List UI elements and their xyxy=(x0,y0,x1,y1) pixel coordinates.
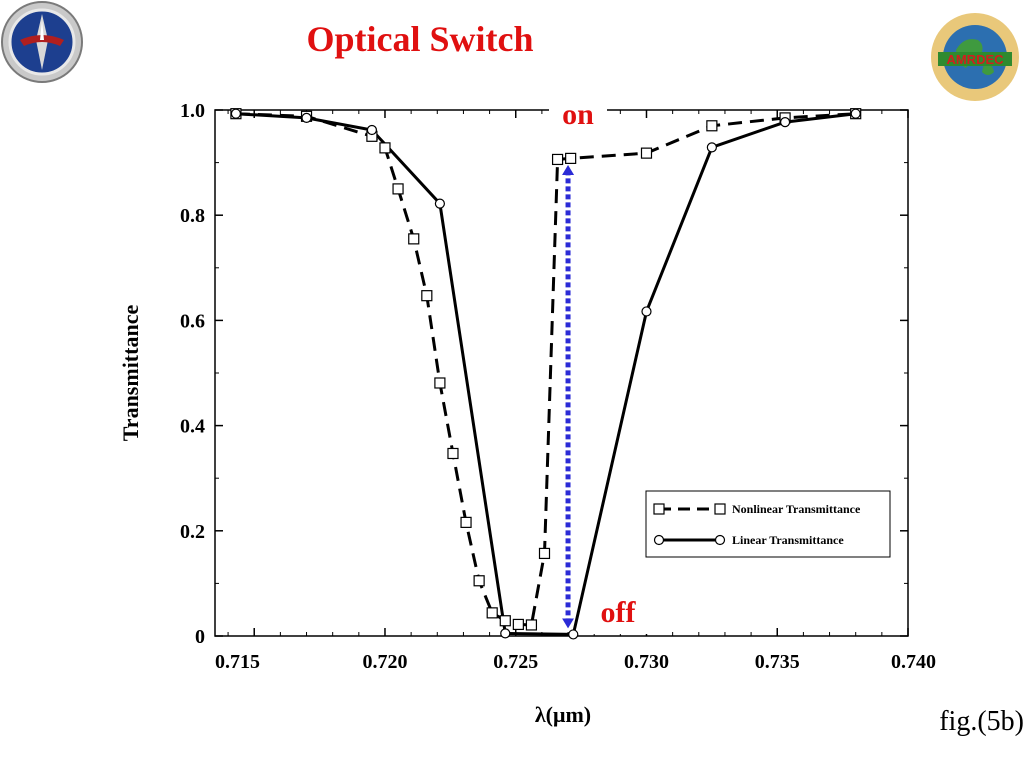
linear-data-point xyxy=(850,108,861,119)
x-axis-label: λ(μm) xyxy=(535,702,591,727)
linear-data-point xyxy=(230,108,242,119)
svg-text:AMRDEC: AMRDEC xyxy=(946,52,1004,67)
x-tick-label: 0.730 xyxy=(624,651,669,673)
linear-data-point xyxy=(706,142,717,153)
nonlinear-data-point xyxy=(499,615,511,627)
linear-data-point xyxy=(366,124,378,136)
nonlinear-data-point xyxy=(706,120,718,132)
linear-data-point xyxy=(301,112,312,123)
nonlinear-data-point xyxy=(538,547,551,560)
x-tick-label: 0.740 xyxy=(891,651,936,673)
linear-data-point xyxy=(779,116,791,128)
army-shield-logo-icon xyxy=(1,1,83,83)
on-label-bg xyxy=(549,93,607,129)
linear-data-point xyxy=(568,629,579,640)
y-tick-label: 0.6 xyxy=(180,310,205,332)
nonlinear-data-point xyxy=(525,619,538,631)
legend-marker xyxy=(714,503,726,515)
nonlinear-data-point xyxy=(421,290,433,302)
nonlinear-data-point xyxy=(512,618,524,631)
y-axis-label: Transmittance xyxy=(118,305,143,442)
nonlinear-data-point xyxy=(473,575,485,587)
x-tick-label: 0.735 xyxy=(755,651,800,673)
legend-marker xyxy=(714,534,726,546)
legend-marker xyxy=(653,503,665,515)
on-label: on xyxy=(562,98,594,131)
legend: Nonlinear Transmittance Linear Transmitta… xyxy=(645,490,891,558)
nonlinear-data-point xyxy=(565,152,577,164)
y-tick-label: 1.0 xyxy=(180,100,205,122)
x-tick-label: 0.725 xyxy=(493,651,538,673)
linear-data-point xyxy=(434,198,445,209)
legend-label: Linear Transmittance xyxy=(732,533,844,547)
x-tick-label: 0.715 xyxy=(215,651,260,673)
figure-label: fig.(5b) xyxy=(939,706,1024,737)
nonlinear-data-point xyxy=(640,147,653,159)
y-tick-label: 0.8 xyxy=(180,205,205,227)
y-tick-label: 0 xyxy=(195,626,205,648)
nonlinear-data-point xyxy=(447,447,459,460)
linear-data-point xyxy=(641,306,652,317)
nonlinear-data-point xyxy=(392,183,404,195)
nonlinear-data-point xyxy=(551,153,564,166)
legend-label: Nonlinear Transmittance xyxy=(732,502,861,516)
nonlinear-data-point xyxy=(486,607,498,619)
amrdec-globe-logo-icon: AMRDEC xyxy=(931,13,1019,101)
y-tick-label: 0.2 xyxy=(180,521,205,543)
off-label: off xyxy=(601,596,637,629)
linear-data-point xyxy=(500,628,511,639)
nonlinear-data-point xyxy=(408,233,420,245)
x-tick-label: 0.720 xyxy=(362,651,407,673)
legend-marker xyxy=(653,534,665,546)
y-tick-label: 0.4 xyxy=(180,416,205,438)
page-title: Optical Switch xyxy=(306,19,534,59)
nonlinear-series-line xyxy=(235,112,856,627)
linear-series-line xyxy=(235,112,856,636)
nonlinear-data-point xyxy=(379,142,391,154)
off-label-bg xyxy=(588,594,648,634)
nonlinear-data-point xyxy=(434,377,446,389)
nonlinear-data-point xyxy=(460,516,472,528)
